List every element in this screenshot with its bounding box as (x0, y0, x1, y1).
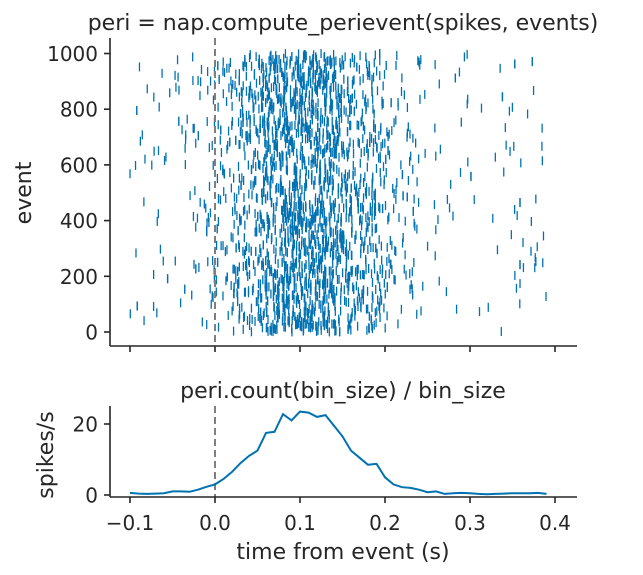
rate-x-tick-label: 0.1 (284, 511, 316, 535)
rate-series-line (129, 410, 547, 496)
rate-y-ticks: 0 20 (73, 413, 110, 508)
raster-panel: peri = nap.compute_perievent(spikes, eve… (12, 11, 598, 352)
rate-x-tick-label: 0.4 (539, 511, 571, 535)
raster-y-tick-label: 600 (60, 153, 98, 177)
raster-y-tick-label: 1000 (47, 42, 98, 66)
raster-y-tick-label: 0 (85, 321, 98, 345)
rate-panel: peri.count(bin_size) / bin_size spikes/s… (34, 379, 577, 565)
raster-spikes (129, 49, 547, 337)
raster-y-ticks: 0 200 400 600 800 1000 (47, 42, 110, 345)
raster-y-tick-label: 200 (60, 265, 98, 289)
rate-y-tick-label: 0 (85, 484, 98, 508)
raster-x-ticks (129, 346, 556, 352)
rate-x-ticks: −0.1 0.0 0.1 0.2 0.3 0.4 (106, 497, 571, 535)
raster-y-tick-label: 800 (60, 98, 98, 122)
rate-x-axis-label: time from event (s) (236, 540, 449, 565)
raster-y-axis-label: event (12, 161, 37, 224)
raster-title: peri = nap.compute_perievent(spikes, eve… (88, 11, 599, 36)
raster-y-tick-label: 400 (60, 209, 98, 233)
rate-x-tick-label: 0.3 (454, 511, 486, 535)
rate-y-axis-label: spikes/s (34, 411, 59, 498)
rate-y-tick-label: 20 (73, 413, 98, 437)
rate-x-tick-label: −0.1 (106, 511, 155, 535)
rate-title: peri.count(bin_size) / bin_size (180, 379, 506, 404)
rate-x-tick-label: 0.2 (369, 511, 401, 535)
rate-x-tick-label: 0.0 (199, 511, 231, 535)
